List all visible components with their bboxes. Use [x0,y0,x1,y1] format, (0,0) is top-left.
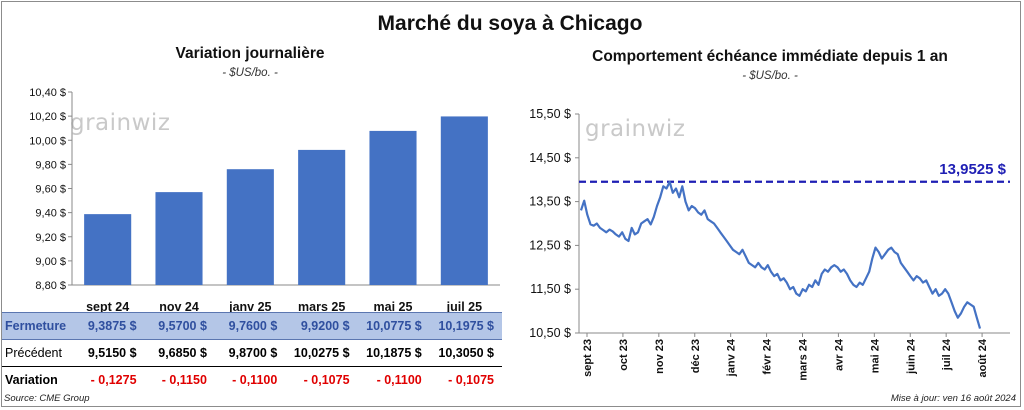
table-cell: - 0,1150 [161,373,207,387]
price-line [579,180,982,329]
x-tick-label: janv 25 [228,300,271,314]
x-tick-label: juil 25 [446,300,482,314]
y-tick-label: 12,50 $ [529,238,571,252]
table-cell: - 0,1075 [448,373,494,387]
left-chart-title: Variation journalière [175,45,325,62]
y-tick-label: 8,80 $ [35,280,66,292]
y-tick-label: 11,50 $ [530,282,571,296]
table-cell: - 0,1075 [303,373,350,387]
bar [440,116,488,285]
previous-row: Précédent 9,5150 $9,6850 $9,8700 $10,0275… [2,339,502,367]
update-note: Mise à jour: ven 16 août 2024 [890,393,1016,404]
table-cell: 10,1975 $ [429,312,502,340]
x-tick-label: mai 24 [869,338,881,373]
right-chart-title: Comportement échéance immédiate depuis 1… [592,48,948,65]
x-tick-label: déc 23 [690,339,702,373]
row-label: Précédent [2,339,75,367]
y-tick-label: 9,00 $ [35,256,66,268]
bar [84,214,132,285]
bar [226,169,274,285]
right-chart-unit: - $US/bo. - [742,70,798,82]
table-cell: 9,5150 $ [74,339,145,367]
x-tick-label: mars 24 [798,338,810,380]
y-tick-label: 15,50 $ [529,107,571,121]
table-cell: 9,7600 $ [214,312,286,340]
table-cell: - 0,1100 [376,373,422,387]
bar [369,130,417,285]
table-cell: 9,5700 $ [144,312,215,340]
x-tick-label: juin 24 [905,338,917,375]
x-tick-label: août 24 [977,338,989,377]
x-tick-label: avr 24 [833,338,845,371]
y-tick-label: 9,60 $ [35,184,66,196]
left-chart-unit: - $US/bo. - [222,67,278,79]
grainwiz-logo-right: grainwiz [585,116,686,142]
table-cell: 9,6850 $ [144,339,215,367]
x-tick-label: nov 23 [654,339,666,374]
table-cell: - 0,1275 [90,373,137,387]
y-tick-label: 9,20 $ [35,232,66,244]
table-cell: 9,3875 $ [74,312,145,340]
row-label: Fermeture [2,312,75,340]
y-tick-label: 10,40 $ [29,87,66,99]
bar [298,149,346,285]
variation-row: Variation - 0,1275 - 0,1150 - 0,1100 - 0,107… [2,367,502,394]
bar-chart: 8,80 $ 9,00 $ 9,20 $ 9,40 $ 9,60 $ 9,80 $ 10,0… [29,87,500,314]
y-tick-label: 9,40 $ [35,208,66,220]
x-tick-label: nov 24 [159,300,199,314]
x-tick-label: juil 24 [941,338,953,371]
y-tick-label: 9,80 $ [35,159,66,171]
table-cell: 9,8700 $ [214,339,286,367]
y-tick-label: 10,00 $ [29,135,66,147]
reference-label: 13,9525 $ [939,161,1006,178]
y-tick-label: 13,50 $ [529,195,571,209]
row-label: Variation [5,373,58,387]
x-tick-label: janv 24 [726,338,738,377]
source-note: Source: CME Group [4,393,90,404]
x-tick-label: oct 23 [618,339,630,371]
table-cell: 10,1875 $ [357,339,430,367]
x-tick-label: mai 25 [374,300,413,314]
bar [155,192,203,285]
y-tick-label: 14,50 $ [529,151,571,165]
table-cell: 10,0775 $ [357,312,430,340]
y-tick-label: 10,20 $ [29,111,66,123]
line-chart: 10,50 $ 11,50 $ 12,50 $ 13,50 $ 14,50 $ 15,50… [529,107,1010,381]
table-cell: - 0,1100 [232,373,278,387]
x-tick-label: sept 24 [86,300,129,314]
table-cell: 9,9200 $ [285,312,358,340]
page-title: Marché du soya à Chicago [377,12,643,35]
close-row: Fermeture 9,3875 $9,5700 $9,7600 $9,9200 … [2,312,502,340]
y-tick-label: 10,50 $ [529,326,571,340]
x-tick-label: sept 23 [582,339,594,377]
price-table: Fermeture 9,3875 $9,5700 $9,7600 $9,9200 … [2,312,502,393]
table-cell: 10,0275 $ [285,339,358,367]
x-tick-label: mars 25 [298,300,345,314]
grainwiz-logo: grainwiz [70,110,171,136]
table-cell: 10,3050 $ [429,339,502,367]
x-tick-label: févr 24 [762,338,774,374]
